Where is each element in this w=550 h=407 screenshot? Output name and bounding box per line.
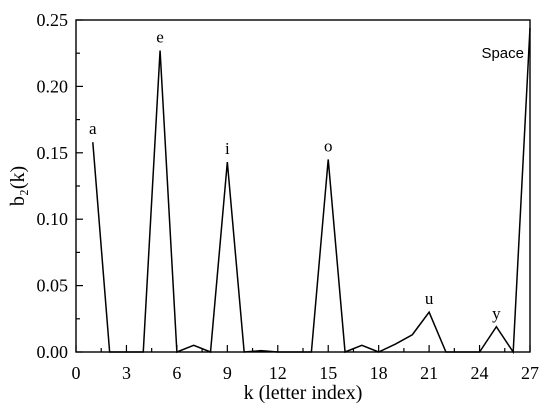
plot-frame bbox=[75, 19, 531, 353]
x-tick-label: 27 bbox=[521, 363, 539, 383]
y-tick-label: 0.00 bbox=[37, 342, 69, 362]
annotation-label: Space bbox=[481, 45, 524, 62]
series-line bbox=[92, 27, 531, 355]
y-tick-label: 0.10 bbox=[37, 209, 69, 229]
annotation-label: e bbox=[156, 28, 164, 47]
annotation-label: o bbox=[324, 136, 333, 155]
annotation-label: u bbox=[425, 289, 434, 308]
x-tick-label: 21 bbox=[420, 363, 438, 383]
x-axis-label: k (letter index) bbox=[244, 382, 363, 404]
x-tick-label: 12 bbox=[269, 363, 287, 383]
y-tick-label: 0.15 bbox=[37, 143, 69, 163]
y-axis-label: b₂(k) bbox=[7, 166, 29, 206]
x-tick-label: 9 bbox=[223, 363, 232, 383]
annotation-label: i bbox=[225, 139, 230, 158]
x-tick-label: 15 bbox=[319, 363, 337, 383]
tick-labels: 0 3 6 9 12 15 18 21 24 27 0.00 0.05 0.10 0.15 0.20 0.25 bbox=[37, 10, 540, 383]
x-tick-label: 6 bbox=[172, 363, 181, 383]
series-group bbox=[92, 27, 531, 355]
y-tick-label: 0.25 bbox=[37, 10, 69, 30]
x-tick-label: 0 bbox=[72, 363, 81, 383]
y-tick-label: 0.05 bbox=[37, 276, 69, 296]
annotation-label: a bbox=[89, 119, 97, 138]
y-tick-label: 0.20 bbox=[37, 76, 69, 96]
axis-ticks bbox=[75, 19, 531, 353]
x-tick-label: 24 bbox=[471, 363, 489, 383]
annotations: a e i o u y Space bbox=[89, 28, 524, 323]
x-tick-label: 18 bbox=[370, 363, 388, 383]
x-tick-label: 3 bbox=[122, 363, 131, 383]
annotation-label: y bbox=[492, 304, 501, 323]
